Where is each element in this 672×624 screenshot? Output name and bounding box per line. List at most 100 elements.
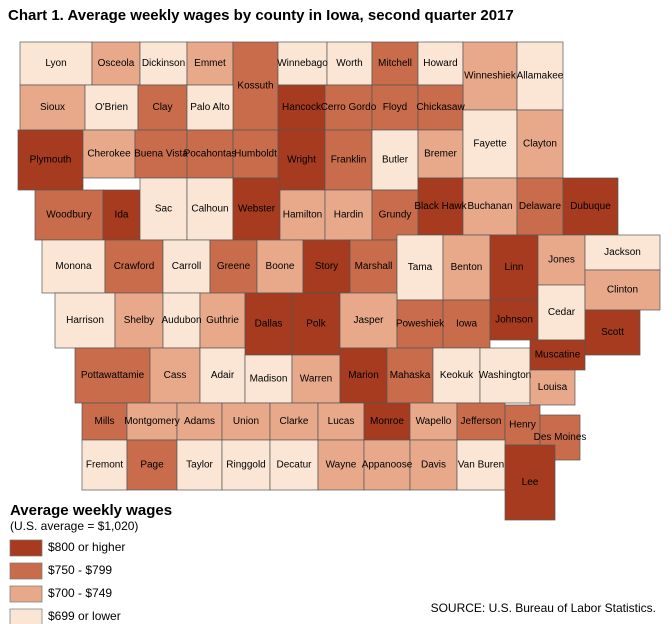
- legend-swatch: [9, 562, 43, 580]
- county-label: Cass: [164, 370, 187, 381]
- county-label: Crawford: [114, 261, 155, 272]
- legend-label: $699 or lower: [48, 609, 121, 623]
- county: [417, 129, 464, 179]
- county-label: Hamilton: [283, 210, 322, 221]
- county-label: Lee: [522, 477, 539, 488]
- county-label: Jasper: [353, 315, 384, 326]
- county: [456, 402, 506, 441]
- county: [186, 84, 234, 131]
- county: [41, 239, 106, 294]
- county: [269, 439, 319, 491]
- county-label: Cedar: [548, 307, 576, 318]
- county-label: Poweshiek: [396, 319, 445, 330]
- county: [371, 84, 419, 131]
- legend-label: $800 or higher: [48, 540, 125, 554]
- county-label: Fayette: [473, 139, 507, 150]
- county: [516, 109, 564, 179]
- county-label: Mills: [95, 416, 115, 427]
- county-label: Benton: [451, 262, 483, 273]
- county: [442, 234, 491, 301]
- county-label: Linn: [505, 262, 524, 273]
- county-label: Carroll: [172, 261, 201, 272]
- county-label: Union: [233, 416, 259, 427]
- county-label: Mahaska: [390, 370, 431, 381]
- county: [232, 177, 281, 241]
- county: [162, 239, 211, 294]
- county: [277, 84, 326, 131]
- county: [479, 347, 531, 404]
- county-label: Taylor: [186, 460, 213, 471]
- county-label: O'Brien: [95, 102, 128, 113]
- county: [176, 402, 223, 441]
- county-label: Davis: [421, 460, 446, 471]
- county-label: Clarke: [280, 416, 309, 427]
- legend-swatch: [9, 608, 43, 624]
- county: [516, 41, 564, 111]
- county-label: Audubon: [161, 315, 201, 326]
- county-label: Lucas: [328, 416, 355, 427]
- county: [134, 129, 188, 179]
- county: [291, 354, 341, 404]
- county: [302, 239, 351, 294]
- county-label: Pottawattamie: [81, 370, 145, 381]
- county: [409, 439, 458, 491]
- county-label: Marion: [348, 370, 379, 381]
- county: [221, 439, 271, 491]
- county: [584, 269, 661, 311]
- county: [54, 292, 116, 349]
- county-label: Warren: [300, 374, 332, 385]
- county-label: Chickasaw: [416, 102, 465, 113]
- county-label: Pocahontas: [184, 149, 237, 160]
- county-label: Montgomery: [124, 416, 180, 427]
- county-label: Clay: [152, 102, 172, 113]
- county-label: Des Moines: [534, 432, 587, 443]
- county-label: Dubuque: [570, 201, 611, 212]
- legend-label: $700 - $749: [48, 586, 112, 600]
- county: [371, 189, 419, 241]
- county: [114, 292, 164, 349]
- county: [82, 129, 136, 179]
- county-label: Cerro Gordo: [321, 102, 377, 113]
- county: [537, 234, 586, 286]
- county: [199, 347, 246, 404]
- county: [363, 439, 411, 491]
- county-label: Madison: [250, 374, 288, 385]
- county: [139, 41, 188, 86]
- county: [584, 234, 661, 271]
- county-label: Osceola: [98, 58, 135, 69]
- county-label: Woodbury: [46, 210, 91, 221]
- county: [317, 402, 365, 441]
- county: [74, 347, 151, 404]
- county: [256, 239, 304, 294]
- county-label: Wapello: [416, 416, 452, 427]
- county: [277, 129, 326, 191]
- legend: $800 or higher $750 - $799 $700 - $749 $699…: [9, 539, 125, 624]
- county-label: Butler: [382, 155, 409, 166]
- county: [186, 129, 234, 179]
- county-label: Clinton: [607, 285, 638, 296]
- county: [209, 239, 258, 294]
- county-label: Fremont: [86, 460, 123, 471]
- county: [176, 439, 223, 491]
- county: [396, 234, 444, 301]
- county-label: Harrison: [66, 315, 104, 326]
- county: [529, 339, 586, 371]
- county: [386, 347, 434, 404]
- county-label: Lyon: [45, 58, 66, 69]
- county: [462, 177, 518, 236]
- county: [371, 129, 419, 191]
- county: [417, 84, 464, 131]
- source: SOURCE: U.S. Bureau of Labor Statistics.: [431, 601, 656, 615]
- county-label: Worth: [336, 58, 363, 69]
- county: [371, 41, 419, 86]
- county-label: Hancock: [282, 102, 322, 113]
- county: [489, 299, 539, 341]
- county-label: Sioux: [40, 102, 65, 113]
- county-label: Emmet: [194, 58, 226, 69]
- county: [324, 84, 373, 131]
- county-label: Mitchell: [378, 58, 412, 69]
- county-label: Washington: [479, 370, 531, 381]
- county-label: Buchanan: [467, 201, 512, 212]
- county: [462, 41, 518, 111]
